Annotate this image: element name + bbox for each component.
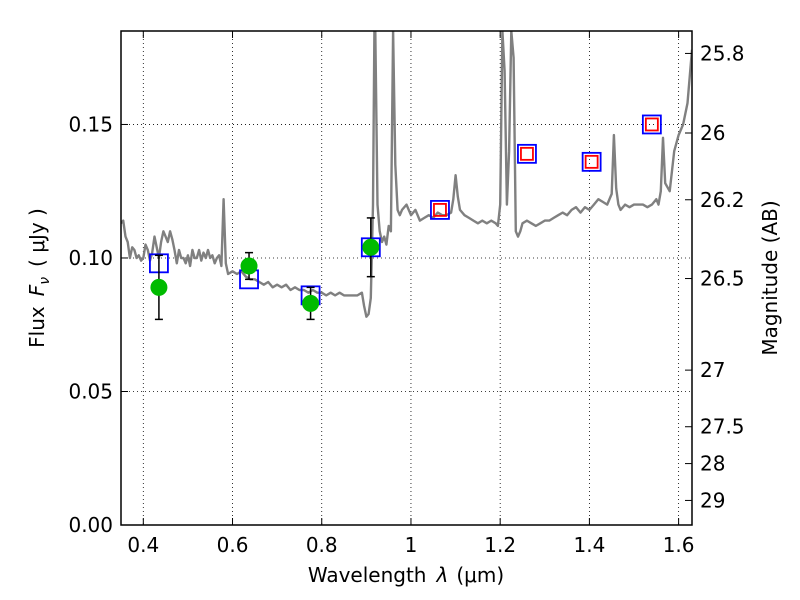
y2-tick-label: 26.5 [700, 267, 745, 291]
y-tick-label: 0.15 [68, 112, 113, 136]
y-tick-label: 0.00 [68, 513, 113, 537]
x-tick-label: 1 [405, 533, 418, 557]
x-tick-label: 0.6 [217, 533, 249, 557]
red-square-marker [433, 203, 447, 217]
data-point [150, 278, 168, 296]
red-square-marker [520, 146, 534, 161]
x-tick-label: 1.4 [573, 533, 605, 557]
y-axis-label: FluxFν( μJy ) [25, 208, 53, 348]
data-point [362, 238, 380, 256]
red-square-marker [584, 154, 599, 169]
spectrum-line [121, 31, 692, 318]
axis-ticks: 0.4 0.6 0.8 1 1.2 1.4 1.6 0.00 0.05 0.10 0.15 25.8 2… [68, 31, 745, 557]
plot-area [121, 31, 692, 525]
blue-square-marker [641, 114, 662, 135]
red-square-marker [644, 117, 659, 132]
spectrum-layer [121, 31, 692, 318]
blue-square-marker [581, 151, 602, 172]
y2-tick-label: 29 [700, 488, 725, 512]
y-tick-label: 0.10 [68, 246, 113, 270]
x-axis-label: Wavelength λ (μm) [308, 563, 504, 587]
x-tick-label: 0.4 [127, 533, 159, 557]
y2-tick-label: 26.2 [700, 188, 745, 212]
y2-tick-label: 28 [700, 452, 725, 476]
y-tick-label: 0.05 [68, 379, 113, 403]
x-tick-label: 1.6 [663, 533, 695, 557]
y2-tick-label: 26 [700, 121, 725, 145]
plot-frame [120, 30, 693, 526]
y2-axis-label: Magnitude (AB) [758, 200, 782, 355]
blue-square-marker [430, 200, 450, 220]
blue-square-marker [517, 143, 537, 164]
y2-tick-label: 27 [700, 358, 725, 382]
y2-tick-label: 25.8 [700, 41, 745, 65]
x-tick-label: 1.2 [484, 533, 516, 557]
data-point [240, 257, 258, 275]
x-tick-label: 0.8 [306, 533, 338, 557]
data-point [302, 294, 320, 312]
marker-layer [149, 114, 662, 321]
y2-tick-label: 27.5 [700, 415, 745, 439]
